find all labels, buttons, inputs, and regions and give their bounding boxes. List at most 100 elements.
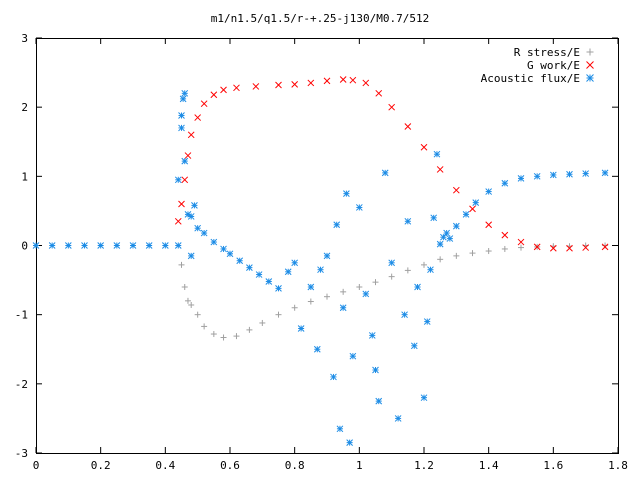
data-point (517, 175, 525, 182)
data-point (437, 256, 444, 263)
data-point (200, 100, 208, 108)
data-point (401, 311, 408, 319)
data-point (81, 242, 88, 249)
data-point (533, 172, 541, 180)
data-point (340, 288, 347, 295)
data-point (518, 244, 524, 251)
data-point (194, 114, 202, 121)
data-point (420, 394, 428, 402)
data-point (404, 267, 411, 274)
legend-label: R stress/E (514, 46, 580, 59)
data-point (566, 244, 573, 252)
data-point (233, 333, 240, 340)
data-point (174, 217, 182, 225)
y-tick-label: 2 (21, 101, 28, 114)
data-point (339, 76, 347, 83)
data-point (210, 91, 218, 99)
data-point (307, 79, 315, 87)
legend-marker (586, 48, 594, 56)
data-point (178, 124, 185, 132)
data-point (324, 293, 330, 300)
data-point (372, 366, 379, 374)
data-point (349, 352, 357, 360)
data-point (187, 252, 195, 260)
data-point (414, 283, 421, 291)
data-point (178, 261, 185, 268)
data-point (501, 245, 508, 252)
data-point (246, 326, 253, 333)
data-point (566, 170, 573, 178)
series-r-stress-e (178, 242, 609, 341)
data-point (517, 238, 525, 246)
data-point (453, 252, 460, 259)
data-point (210, 331, 217, 338)
data-point (220, 86, 227, 94)
data-point (188, 301, 195, 308)
legend-label: G work/E (527, 59, 580, 72)
data-point (275, 81, 282, 89)
data-point (501, 179, 509, 187)
data-point (323, 252, 331, 260)
data-point (178, 112, 185, 119)
y-tick-label: -1 (15, 309, 28, 322)
data-point (446, 235, 454, 242)
data-point (174, 176, 182, 184)
x-tick-label: 0.8 (285, 459, 305, 472)
data-point (48, 242, 56, 249)
data-point (410, 342, 418, 350)
data-point (259, 319, 266, 326)
data-point (265, 278, 273, 285)
data-point (436, 240, 444, 248)
legend-marker (586, 61, 594, 69)
data-point (388, 259, 396, 267)
y-tick-label: 0 (21, 240, 28, 253)
x-tick-label: 1 (356, 459, 363, 472)
data-point (220, 245, 227, 253)
chart-title: m1/n1.5/q1.5/r-+.25-j130/M0.7/512 (211, 12, 430, 25)
data-point (184, 211, 192, 218)
data-point (145, 242, 153, 249)
data-point (187, 131, 195, 139)
data-point (284, 268, 292, 276)
data-point (210, 238, 218, 246)
data-point (330, 373, 337, 381)
data-point (602, 242, 609, 249)
data-point (533, 243, 541, 251)
x-tick-label: 0 (33, 459, 40, 472)
data-point (191, 202, 198, 209)
data-point (404, 123, 412, 130)
data-point (349, 76, 357, 84)
data-point (233, 84, 240, 92)
data-point (174, 242, 182, 249)
data-point (187, 213, 195, 220)
y-tick-label: 1 (21, 170, 28, 183)
data-point (423, 318, 431, 325)
data-point (161, 242, 169, 249)
data-point (601, 243, 609, 251)
data-point (179, 95, 187, 103)
data-point (317, 266, 324, 274)
data-point (443, 229, 450, 237)
series-g-work-e (174, 76, 609, 252)
data-point (181, 157, 189, 165)
data-point (440, 233, 447, 241)
data-point (501, 231, 509, 239)
data-point (64, 242, 72, 249)
x-tick-label: 1.6 (543, 459, 563, 472)
data-point (452, 186, 460, 194)
data-point (291, 259, 299, 267)
data-point (313, 345, 321, 353)
data-point (582, 170, 590, 177)
data-point (452, 222, 460, 230)
data-point (184, 297, 191, 304)
data-point (372, 279, 379, 286)
data-point (485, 248, 492, 255)
data-point (200, 229, 208, 237)
data-point (356, 284, 363, 290)
data-point (32, 242, 40, 249)
data-point (291, 80, 299, 88)
data-point (430, 214, 438, 222)
plot-frame (36, 38, 619, 454)
